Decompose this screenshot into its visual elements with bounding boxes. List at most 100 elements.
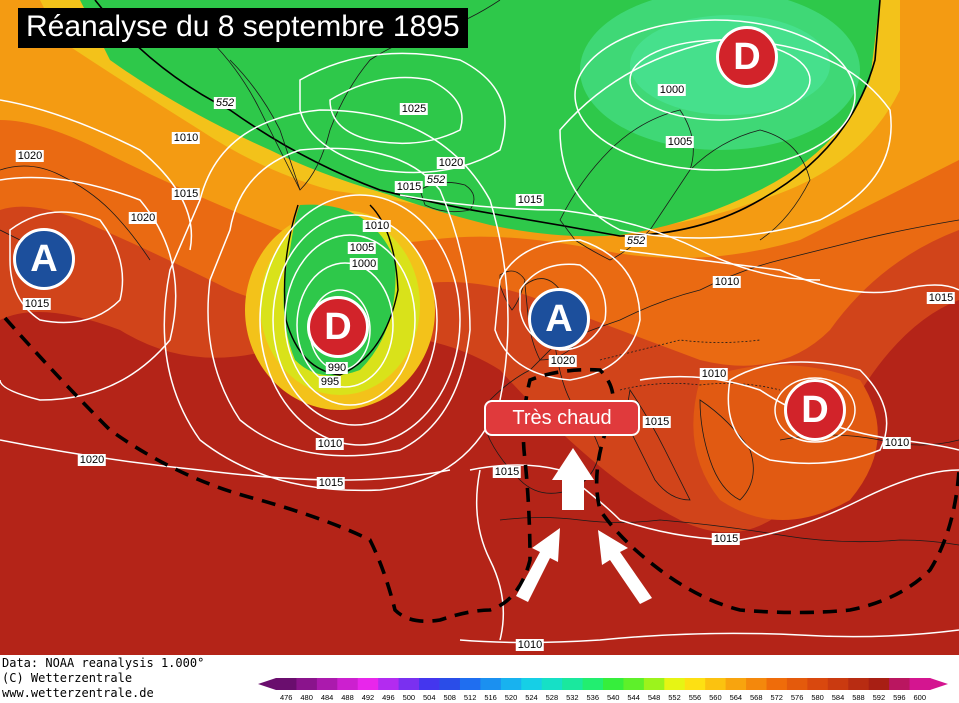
colorbar-tick-label: 576 xyxy=(791,693,804,702)
map-title: Réanalyse du 8 septembre 1895 xyxy=(18,8,468,48)
isobar-label: 1000 xyxy=(657,84,687,96)
hot-annotation: Très chaud xyxy=(484,400,640,436)
low-pressure-marker: D xyxy=(716,26,778,88)
isobar-label: 1010 xyxy=(362,220,392,232)
colorbar-swatch xyxy=(521,678,543,690)
colorbar-swatch xyxy=(664,678,686,690)
colorbar-swatch xyxy=(725,678,747,690)
colorbar-tick-label: 536 xyxy=(587,693,600,702)
data-credits: Data: NOAA reanalysis 1.000° (C) Wetterz… xyxy=(2,656,204,701)
colorbar-tick-label: 560 xyxy=(709,693,722,702)
colorbar-swatch xyxy=(746,678,767,690)
colorbar-swatch xyxy=(500,678,522,690)
colorbar-tick-label: 476 xyxy=(280,693,293,702)
isobar-label: 1020 xyxy=(548,355,578,367)
colorbar-swatch xyxy=(459,678,481,690)
colorbar-swatch xyxy=(786,678,808,690)
colorbar-tick-label: 564 xyxy=(730,693,743,702)
thickness-label: 552 xyxy=(424,174,448,186)
geopotential-map xyxy=(0,0,959,655)
colorbar-swatch xyxy=(705,678,727,690)
isobar-label: 1020 xyxy=(436,157,466,169)
isobar-label: 1015 xyxy=(926,292,956,304)
isobar-label: 995 xyxy=(318,376,342,388)
high-pressure-marker: A xyxy=(528,288,590,350)
colorbar-swatch xyxy=(541,678,563,690)
colorbar-tick-label: 520 xyxy=(505,693,518,702)
colorbar-tick-label: 516 xyxy=(484,693,497,702)
colorbar-tick-label: 488 xyxy=(341,693,354,702)
low-pressure-marker: D xyxy=(307,296,369,358)
credit-data-source: Data: NOAA reanalysis 1.000° xyxy=(2,656,205,670)
colorbar-swatch xyxy=(296,678,318,690)
arrow-southwest xyxy=(516,528,560,602)
low-pressure-marker: D xyxy=(784,379,846,441)
flow-arrows xyxy=(516,448,652,604)
isobar-label: 1015 xyxy=(711,533,741,545)
colorbar-tick-label: 524 xyxy=(525,693,538,702)
isobar-label: 1010 xyxy=(315,438,345,450)
colorbar-tick-label: 596 xyxy=(893,693,906,702)
colorbar-tick-label: 504 xyxy=(423,693,436,702)
colorbar-tick-label: 556 xyxy=(689,693,702,702)
isobar-label: 1015 xyxy=(171,188,201,200)
colorbar-tick-label: 540 xyxy=(607,693,620,702)
thickness-label: 552 xyxy=(624,235,648,247)
colorbar-tick-label: 552 xyxy=(668,693,681,702)
isobar-label: 1015 xyxy=(515,194,545,206)
colorbar-swatch xyxy=(439,678,461,690)
colorbar-tick-label: 568 xyxy=(750,693,763,702)
thickness-552-west xyxy=(283,204,399,376)
colorbar-swatch xyxy=(827,678,849,690)
colorbar-swatch xyxy=(889,678,911,690)
credit-website: www.wetterzentrale.de xyxy=(2,686,154,700)
isobar-label: 1010 xyxy=(699,368,729,380)
colorbar-legend: 476 480 484 488 492 496 500 504 508 512 516 520 524 5… xyxy=(258,678,948,702)
isobar-label: 1015 xyxy=(316,477,346,489)
isobar-label: 990 xyxy=(325,362,349,374)
isobar-label: 1010 xyxy=(882,437,912,449)
isobar-label: 1020 xyxy=(77,454,107,466)
colorbar-swatch xyxy=(357,678,379,690)
colorbar-tick-label: 548 xyxy=(648,693,661,702)
colorbar-tick-label: 600 xyxy=(914,693,927,702)
credit-copyright: (C) Wetterzentrale xyxy=(2,671,133,685)
isobar-label: 1005 xyxy=(347,242,377,254)
isobar-label: 1020 xyxy=(128,212,158,224)
colorbar-swatch xyxy=(848,678,870,690)
colorbar-tick-label: 496 xyxy=(382,693,395,702)
colorbar-tick-label: 588 xyxy=(852,693,865,702)
colorbar-swatch xyxy=(807,678,829,690)
colorbar-swatch xyxy=(398,678,420,690)
colorbar-swatch xyxy=(276,678,297,690)
colorbar-tick-label: 580 xyxy=(811,693,824,702)
colorbar-max-arrow xyxy=(930,678,948,690)
colorbar-min-arrow xyxy=(258,678,276,690)
colorbar-tick-label: 528 xyxy=(546,693,559,702)
arrow-north xyxy=(552,448,594,510)
colorbar-tick-label: 480 xyxy=(300,693,313,702)
isobar-label: 1020 xyxy=(15,150,45,162)
isobar-label: 1015 xyxy=(642,416,672,428)
colorbar-swatch xyxy=(868,678,890,690)
colorbar-swatch xyxy=(378,678,400,690)
colorbar-tick-label: 508 xyxy=(443,693,456,702)
colorbar-tick-label: 544 xyxy=(627,693,640,702)
colorbar-tick-label: 572 xyxy=(770,693,783,702)
colorbar-swatch xyxy=(643,678,665,690)
colorbar-swatch xyxy=(562,678,584,690)
colorbar-swatch xyxy=(623,678,645,690)
colorbar-tick-label: 532 xyxy=(566,693,579,702)
colorbar-swatch xyxy=(480,678,502,690)
thickness-label: 552 xyxy=(213,97,237,109)
colorbar-tick-label: 584 xyxy=(832,693,845,702)
colorbar-tick-label: 484 xyxy=(321,693,334,702)
isobar-label: 1025 xyxy=(399,103,429,115)
isobar-label: 1015 xyxy=(22,298,52,310)
colorbar-tick-label: 492 xyxy=(362,693,375,702)
isobar-label: 1010 xyxy=(712,276,742,288)
isobar-label: 1010 xyxy=(515,639,545,651)
colorbar-tick-label: 592 xyxy=(873,693,886,702)
isobar-label: 1005 xyxy=(665,136,695,148)
